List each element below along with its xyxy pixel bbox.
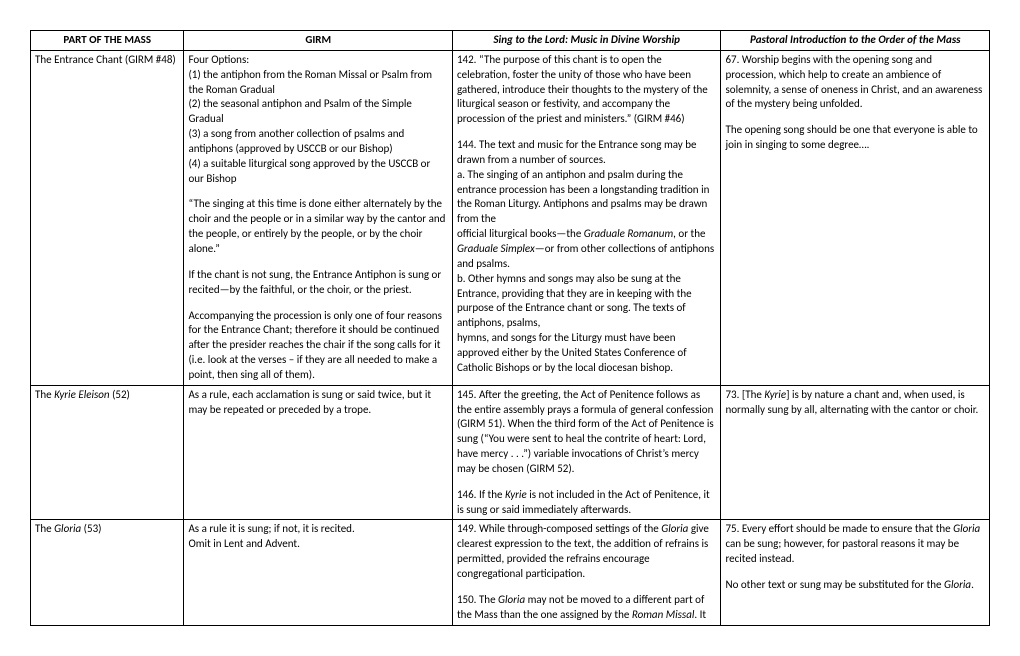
mass-parts-table: PART OF THE MASS GIRM Sing to the Lord: … bbox=[30, 30, 990, 626]
cell-part: The Gloria (53) bbox=[31, 520, 184, 625]
col-header-sing: Sing to the Lord: Music in Divine Worshi… bbox=[452, 31, 721, 51]
col-header-part: PART OF THE MASS bbox=[31, 31, 184, 51]
table-header-row: PART OF THE MASS GIRM Sing to the Lord: … bbox=[31, 31, 990, 51]
cell-girm: As a rule it is sung; if not, it is reci… bbox=[184, 520, 453, 625]
cell-girm: As a rule, each acclamation is sung or s… bbox=[184, 385, 453, 520]
table-row: The Gloria (53) As a rule it is sung; if… bbox=[31, 520, 990, 625]
cell-sing: 149. While through-composed settings of … bbox=[452, 520, 721, 625]
col-header-pastoral: Pastoral Introduction to the Order of th… bbox=[721, 31, 990, 51]
cell-part: The Kyrie Eleison (52) bbox=[31, 385, 184, 520]
cell-pastoral: 75. Every effort should be made to ensur… bbox=[721, 520, 990, 625]
col-header-girm: GIRM bbox=[184, 31, 453, 51]
cell-girm: Four Options: (1) the antiphon from the … bbox=[184, 50, 453, 385]
table-row: The Entrance Chant (GIRM #48) Four Optio… bbox=[31, 50, 990, 385]
cell-pastoral: 67. Worship begins with the opening song… bbox=[721, 50, 990, 385]
cell-part: The Entrance Chant (GIRM #48) bbox=[31, 50, 184, 385]
cell-pastoral: 73. [The Kyrie] is by nature a chant and… bbox=[721, 385, 990, 520]
cell-sing: 142. “The purpose of this chant is to op… bbox=[452, 50, 721, 385]
cell-sing: 145. After the greeting, the Act of Peni… bbox=[452, 385, 721, 520]
table-row: The Kyrie Eleison (52) As a rule, each a… bbox=[31, 385, 990, 520]
